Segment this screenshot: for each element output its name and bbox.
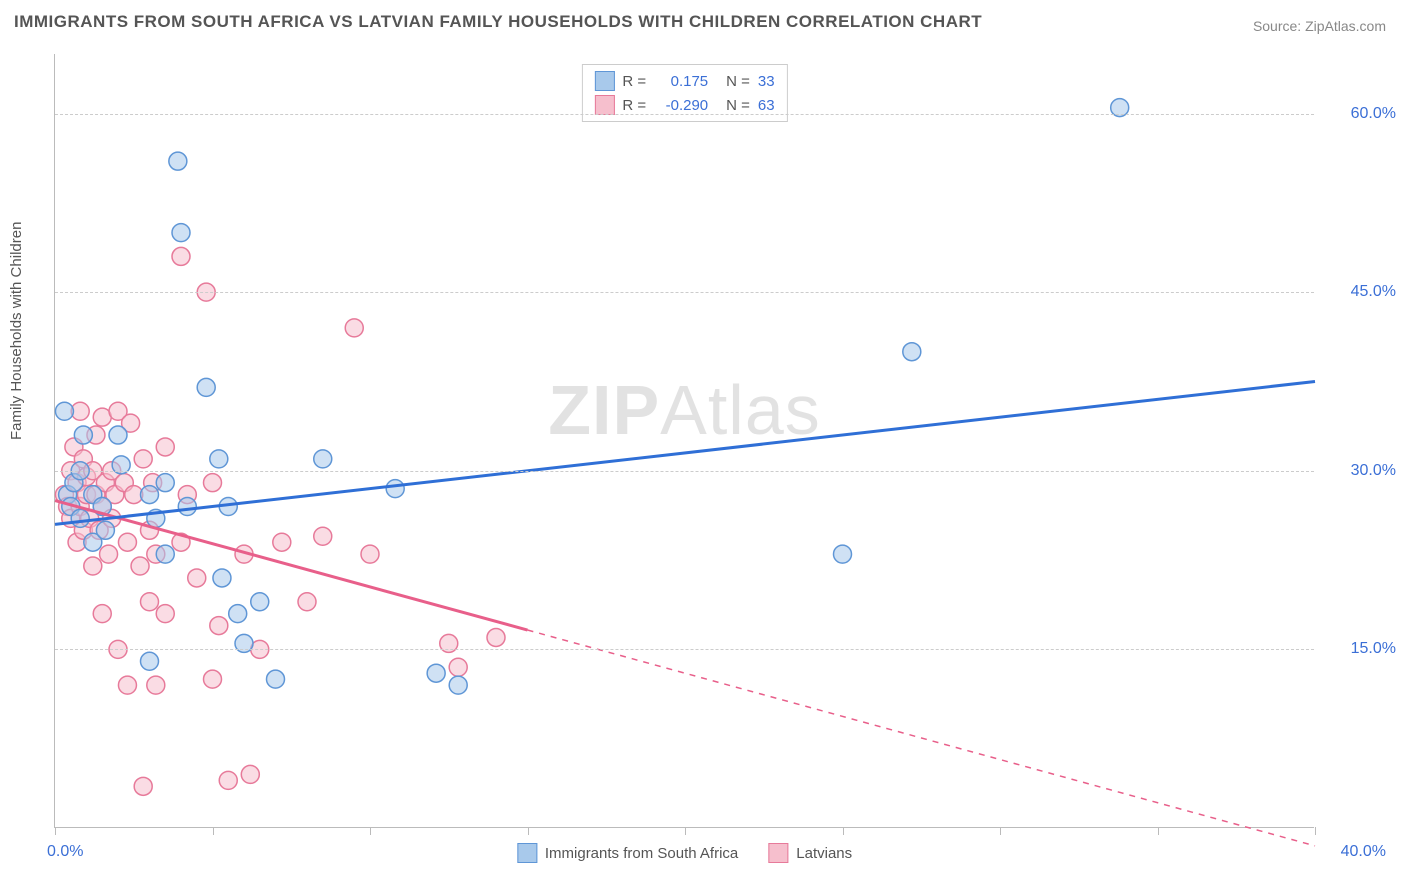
swatch-lv-icon (768, 843, 788, 863)
x-tick (843, 827, 844, 835)
gridline (55, 471, 1314, 472)
n-label: N = (726, 97, 750, 114)
scatter-svg (55, 54, 1314, 827)
series-legend: Immigrants from South Africa Latvians (517, 843, 852, 863)
y-tick-label: 45.0% (1326, 283, 1396, 301)
chart-plot-area: ZIPAtlas R = 0.175 N = 33 R = -0.290 N =… (54, 54, 1314, 828)
x-tick (528, 827, 529, 835)
gridline (55, 292, 1314, 293)
y-axis-label: Family Households with Children (8, 222, 25, 440)
gridline (55, 114, 1314, 115)
r-value-lv: -0.290 (654, 97, 708, 114)
legend-item-lv: Latvians (768, 843, 852, 863)
x-tick (1158, 827, 1159, 835)
x-tick-end: 40.0% (1341, 843, 1386, 861)
swatch-lv (594, 95, 614, 115)
r-label: R = (622, 73, 646, 90)
n-label: N = (726, 73, 750, 90)
legend-item-sa: Immigrants from South Africa (517, 843, 738, 863)
x-tick (1000, 827, 1001, 835)
y-tick-label: 30.0% (1326, 462, 1396, 480)
n-value-sa: 33 (758, 73, 775, 90)
legend-row-sa: R = 0.175 N = 33 (594, 69, 774, 93)
swatch-sa-icon (517, 843, 537, 863)
x-tick-start: 0.0% (47, 843, 83, 861)
source-citation: Source: ZipAtlas.com (1253, 18, 1386, 34)
x-tick (685, 827, 686, 835)
n-value-lv: 63 (758, 97, 775, 114)
legend-label-sa: Immigrants from South Africa (545, 845, 738, 862)
r-label: R = (622, 97, 646, 114)
y-tick-label: 15.0% (1326, 640, 1396, 658)
legend-label-lv: Latvians (796, 845, 852, 862)
x-tick (1315, 827, 1316, 835)
r-value-sa: 0.175 (654, 73, 708, 90)
chart-title: IMMIGRANTS FROM SOUTH AFRICA VS LATVIAN … (14, 12, 982, 32)
swatch-sa (594, 71, 614, 91)
x-tick (55, 827, 56, 835)
x-tick (213, 827, 214, 835)
y-tick-label: 60.0% (1326, 105, 1396, 123)
gridline (55, 649, 1314, 650)
x-tick (370, 827, 371, 835)
